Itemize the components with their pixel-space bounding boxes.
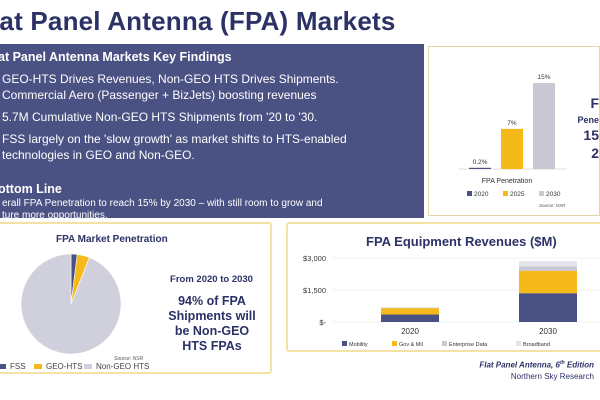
bottom-line-text-2: ture more opportunities. (2, 210, 108, 221)
finding-1: GEO-HTS Drives Revenues, Non-GEO HTS Dri… (2, 72, 339, 86)
penetration-source: Source: NSR (539, 203, 566, 208)
revenue-ytick-2: $3,000 (303, 254, 326, 263)
finding-3: 5.7M Cumulative Non-GEO HTS Shipments fr… (2, 110, 318, 124)
finding-2: Commercial Aero (Passenger + BizJets) bo… (2, 88, 317, 102)
revenue-xtick-2020: 2020 (401, 327, 419, 336)
side-caption-3: 15 (583, 127, 599, 143)
headline-line-1: 94% of FPA (178, 294, 246, 308)
penetration-legend-label-2020: 2020 (474, 191, 489, 198)
side-caption-4: 2 (591, 145, 599, 161)
market-penetration-headline: 94% of FPA Shipments will be Non-GEO HTS… (152, 294, 272, 354)
revenue-legend-swatch-mobility (342, 341, 347, 346)
penetration-data-label-2030: 15% (537, 74, 550, 81)
penetration-legend-label-2025: 2025 (510, 191, 525, 198)
penetration-legend-swatch-2025 (503, 191, 508, 196)
legend-label-fss: FSS (10, 362, 26, 371)
revenue-ytick-0: $- (319, 318, 326, 327)
revenue-legend-label-broadband: Broadband (523, 342, 550, 348)
key-findings-heading: at Panel Antenna Markets Key Findings (0, 50, 232, 64)
penetration-bar-2020 (469, 167, 491, 169)
penetration-bar-2030 (533, 83, 555, 169)
footer-publisher: Northern Sky Research (510, 372, 594, 381)
side-caption-2: Pene (577, 115, 599, 125)
finding-5: technologies in GEO and Non-GEO. (2, 148, 195, 162)
revenue-legend-swatch-broadband (516, 341, 521, 346)
penetration-bar-chart: 0.2% 7% 15% FPA Penetration 2020 2025 2030 Sour… (459, 74, 567, 208)
key-findings-panel: at Panel Antenna Markets Key Findings GE… (0, 44, 424, 221)
side-caption-1: F (590, 95, 599, 111)
footer-report-name: Flat Panel Antenna, 6 (479, 360, 560, 370)
revenue-bar-2030-enterprise-data (519, 266, 577, 271)
revenue-bar-2020-mobility (381, 314, 439, 322)
legend-label-geo-hts: GEO-HTS (46, 362, 83, 371)
bottom-line-text-1: erall FPA Penetration to reach 15% by 20… (2, 198, 323, 209)
legend-swatch-fss (0, 364, 6, 369)
revenue-legend-label-gov-mil: Gov & Mil (399, 342, 423, 348)
pie-source: Source: NSR (114, 356, 144, 362)
market-penetration-pie (20, 253, 122, 355)
equipment-revenues-title: FPA Equipment Revenues ($M) (366, 234, 557, 249)
revenue-bar-2020-enterprise-data (381, 307, 439, 309)
footer-report-title: Flat Panel Antenna, 6th Edition (479, 360, 594, 370)
footer-edition-sup: th (559, 360, 565, 366)
revenue-bar-2030-broadband (519, 261, 577, 267)
pie-legend-fss: FSS (0, 362, 26, 371)
pie-legend-non-geo-hts: Non-GEO HTS (84, 362, 149, 371)
pie-slice-non-geo-hts (20, 253, 122, 355)
legend-swatch-geo-hts (34, 364, 42, 369)
penetration-data-label-2020: 0.2% (473, 159, 488, 166)
footer-edition: Edition (564, 360, 594, 370)
legend-label-non-geo-hts: Non-GEO HTS (96, 362, 150, 371)
equipment-revenues-card: FPA Equipment Revenues ($M) $- $1,500 $3,0… (286, 222, 600, 352)
pie-legend-geo-hts: GEO-HTS (34, 362, 82, 371)
revenue-bar-2030-mobility (519, 293, 577, 322)
headline-line-3: be Non-GEO (174, 324, 250, 338)
penetration-chart-title: FPA Penetration (482, 178, 533, 185)
penetration-chart-card: 0.2% 7% 15% FPA Penetration 2020 2025 2030 Sour… (428, 46, 600, 216)
revenue-legend-swatch-gov-mil (392, 341, 397, 346)
page-title: lat Panel Antenna (FPA) Markets (0, 6, 396, 36)
finding-4: FSS largely on the 'slow growth' as mark… (2, 132, 347, 146)
revenue-xtick-2030: 2030 (539, 327, 557, 336)
penetration-data-label-2025: 7% (507, 120, 517, 127)
revenue-legend-label-mobility: Mobility (349, 342, 368, 348)
market-penetration-card: FPA Market Penetration From 2020 to 2030… (0, 222, 272, 374)
equipment-revenues-chart: $- $1,500 $3,000 2020 2030 Mobility Gov & Mil E… (303, 254, 598, 348)
legend-swatch-non-geo-hts (84, 364, 92, 369)
penetration-bar-2025 (501, 128, 523, 169)
revenue-legend-label-enterprise-data: Enterprise Data (449, 342, 488, 348)
revenue-ytick-1: $1,500 (303, 286, 326, 295)
bottom-line-heading: ottom Line (0, 182, 62, 196)
headline-line-4: HTS FPAs (182, 339, 242, 353)
penetration-legend-swatch-2020 (467, 191, 472, 196)
market-penetration-lede: From 2020 to 2030 (170, 274, 253, 285)
headline-line-2: Shipments will (168, 309, 256, 323)
revenue-bar-2030-gov-mil (519, 270, 577, 294)
penetration-legend-label-2030: 2030 (546, 191, 561, 198)
market-penetration-title: FPA Market Penetration (56, 234, 168, 245)
revenue-bar-2020-gov-mil (381, 308, 439, 315)
penetration-legend-swatch-2030 (539, 191, 544, 196)
revenue-legend-swatch-enterprise-data (442, 341, 447, 346)
